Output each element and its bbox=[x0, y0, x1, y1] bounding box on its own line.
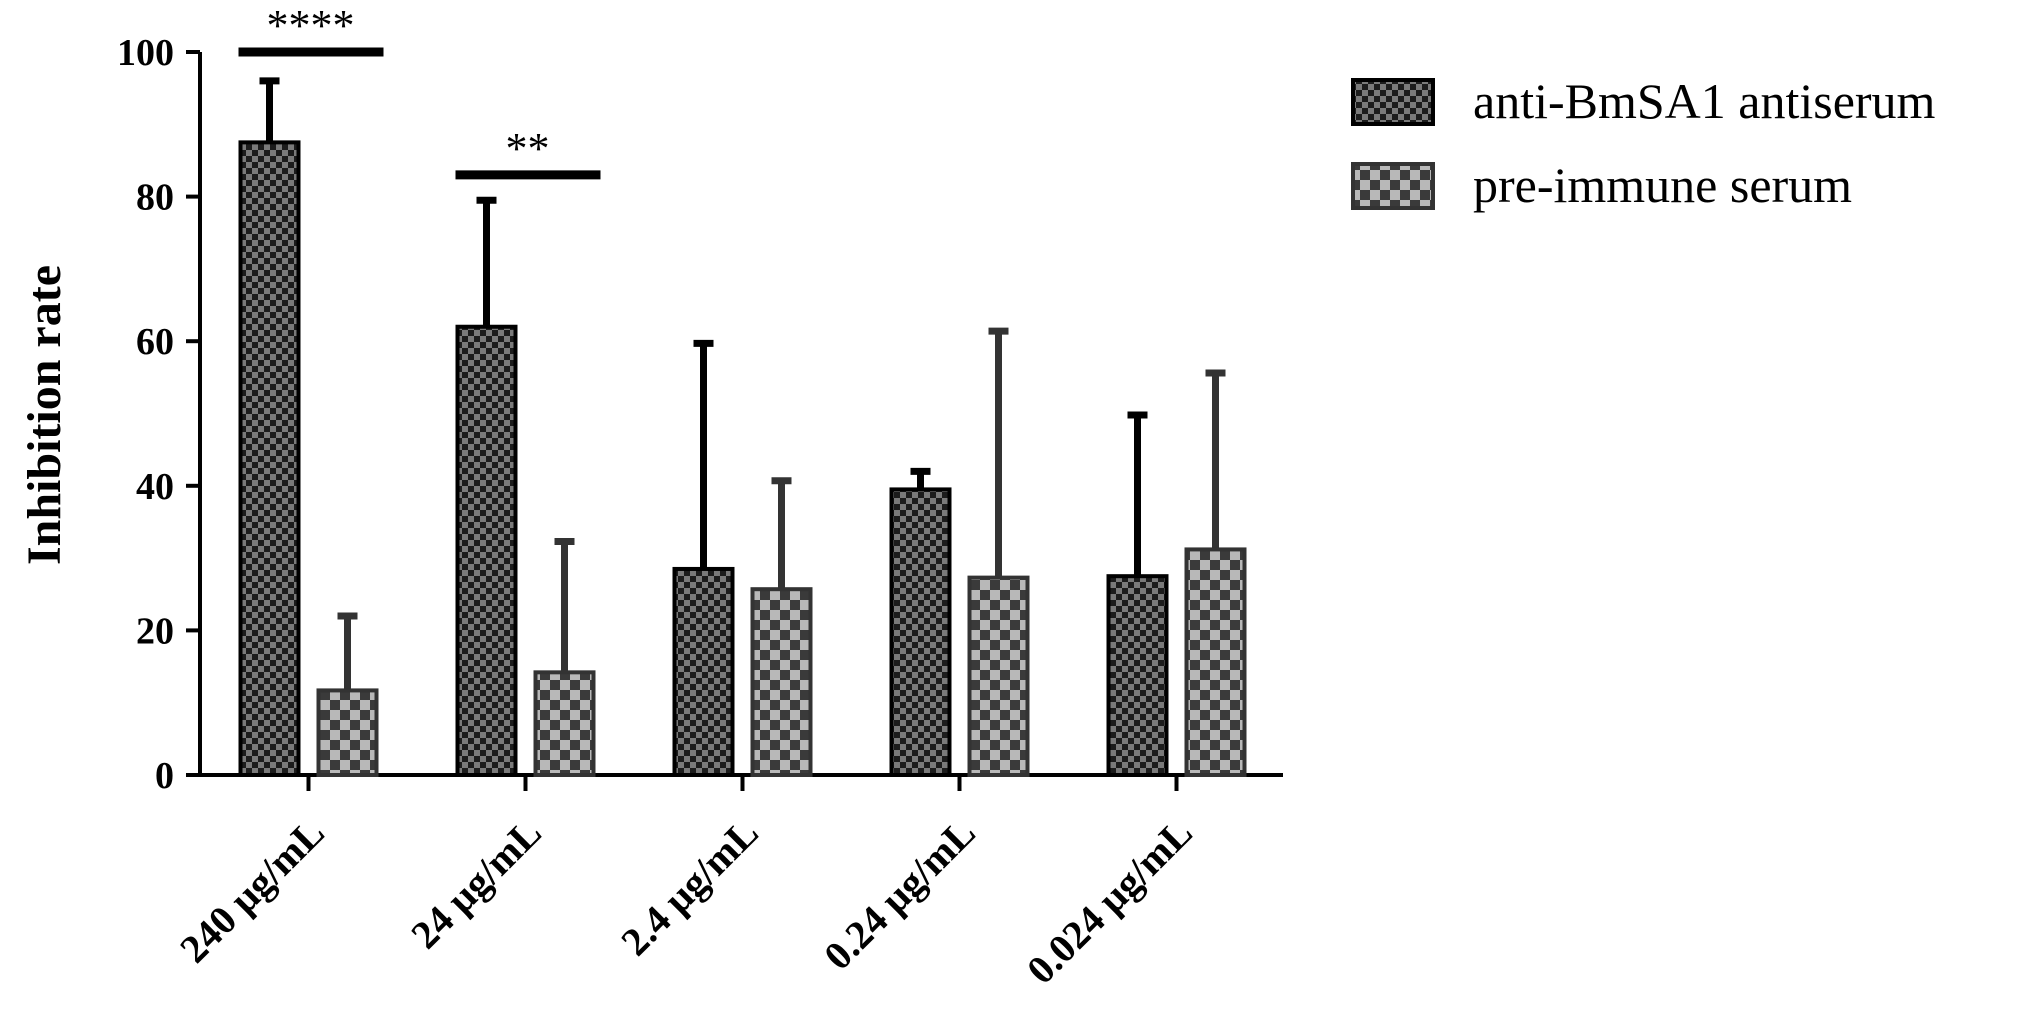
x-tick-label: 0.024 μg/mL bbox=[1018, 810, 1201, 993]
y-ticks: 0 20 40 60 80 100 bbox=[117, 32, 200, 797]
legend-label-pre-immune-serum: pre-immune serum bbox=[1473, 157, 1852, 213]
bar-pre-immune-serum bbox=[750, 587, 813, 778]
bar-pre-immune-serum bbox=[967, 575, 1030, 777]
bar-anti-bmsa1-antiserum bbox=[238, 140, 301, 777]
legend-label-anti-bmsa1-antiserum: anti-BmSA1 antiserum bbox=[1473, 73, 1936, 129]
significance-stars: ** bbox=[506, 124, 550, 173]
x-ticks bbox=[306, 775, 1179, 791]
bar-anti-bmsa1-antiserum bbox=[889, 487, 952, 777]
bar-pre-immune-serum bbox=[1184, 547, 1247, 778]
x-tick-label: 2.4 μg/mL bbox=[612, 810, 767, 965]
x-tick-label: 240 μg/mL bbox=[171, 810, 333, 972]
y-tick-label: 60 bbox=[136, 321, 174, 363]
y-tick-label: 20 bbox=[136, 610, 174, 652]
legend-swatch-anti-bmsa1-antiserum bbox=[1351, 78, 1435, 126]
x-tick-label: 24 μg/mL bbox=[402, 810, 550, 958]
y-axis-title: Inhibition rate bbox=[18, 265, 71, 565]
bars bbox=[238, 140, 1247, 778]
y-tick-label: 0 bbox=[155, 755, 174, 797]
bar-pre-immune-serum bbox=[533, 670, 596, 777]
bar-pre-immune-serum bbox=[316, 688, 379, 777]
x-tick-labels: 240 μg/mL 24 μg/mL 2.4 μg/mL 0.24 μg/mL 0.02… bbox=[171, 810, 1201, 993]
bar-anti-bmsa1-antiserum bbox=[455, 324, 518, 777]
bar-anti-bmsa1-antiserum bbox=[672, 566, 735, 777]
legend-swatch-pre-immune-serum bbox=[1351, 162, 1435, 210]
x-tick-label: 0.24 μg/mL bbox=[815, 810, 984, 979]
significance-annotations: ****** bbox=[238, 1, 601, 180]
error-bars bbox=[259, 77, 1226, 691]
axes: 0 20 40 60 80 100 bbox=[117, 32, 1283, 797]
bar-anti-bmsa1-antiserum bbox=[1106, 574, 1169, 777]
significance-stars: **** bbox=[267, 1, 355, 50]
y-tick-label: 80 bbox=[136, 177, 174, 219]
y-tick-label: 40 bbox=[136, 466, 174, 508]
y-tick-label: 100 bbox=[117, 32, 174, 74]
legend: anti-BmSA1 antiserum pre-immune serum bbox=[1351, 73, 1936, 213]
